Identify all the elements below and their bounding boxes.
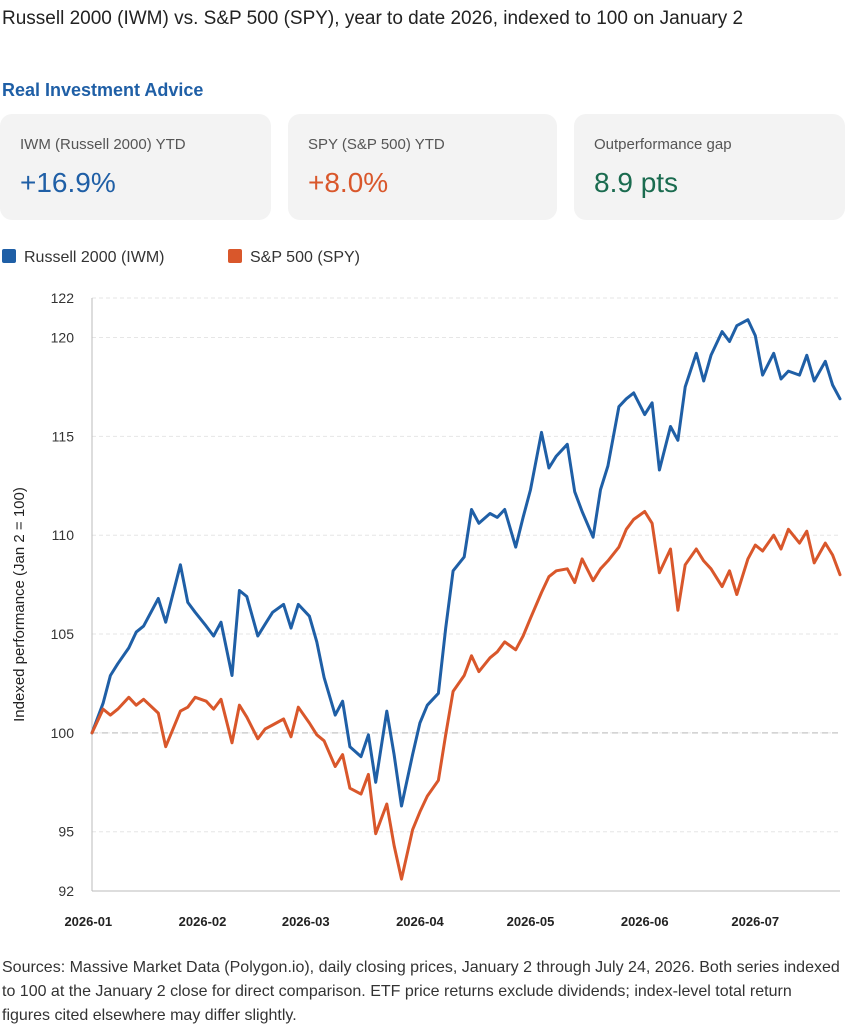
- legend-item-spy[interactable]: S&P 500 (SPY): [228, 249, 360, 267]
- y-axis-label: Indexed performance (Jan 2 = 100): [11, 487, 28, 722]
- footer-note: Sources: Massive Market Data (Polygon.io…: [2, 959, 840, 1024]
- legend-swatch-iwm: [2, 249, 16, 263]
- gap-value: 8.9 pts: [594, 167, 679, 198]
- y-tick-105: 105: [51, 626, 75, 642]
- y-tick-92: 92: [58, 883, 74, 899]
- iwm-ytd-value: +16.9%: [20, 167, 116, 198]
- y-tick-120: 120: [51, 330, 75, 346]
- x-tick-2026-01: 2026-01: [64, 914, 112, 929]
- x-tick-2026-07: 2026-07: [731, 914, 779, 929]
- line-chart: 92 95 100 105 110 115 120 122 2026-01 2026-02 2026…: [11, 290, 842, 929]
- x-tick-2026-02: 2026-02: [179, 914, 227, 929]
- y-tick-115: 115: [52, 428, 75, 444]
- y-tick-122: 122: [51, 290, 75, 306]
- legend-swatch-spy: [228, 249, 242, 263]
- y-tick-95: 95: [58, 824, 74, 840]
- legend-item-iwm[interactable]: Russell 2000 (IWM): [2, 249, 164, 267]
- legend-label-spy: S&P 500 (SPY): [250, 249, 360, 266]
- x-tick-2026-04: 2026-04: [396, 914, 444, 929]
- gap-card: Outperformance gap 8.9 pts: [574, 114, 845, 220]
- x-tick-2026-03: 2026-03: [282, 914, 330, 929]
- x-tick-2026-06: 2026-06: [621, 914, 669, 929]
- spy-ytd-value: +8.0%: [308, 167, 389, 198]
- x-tick-2026-05: 2026-05: [507, 914, 555, 929]
- series-line-iwm: [90, 318, 842, 808]
- iwm-ytd-label: IWM (Russell 2000) YTD: [20, 136, 186, 153]
- gap-label: Outperformance gap: [594, 136, 732, 153]
- iwm-ytd-card: IWM (Russell 2000) YTD +16.9%: [0, 114, 271, 220]
- spy-ytd-label: SPY (S&P 500) YTD: [308, 136, 445, 153]
- series-line-spy: [90, 510, 842, 881]
- chart-title: Russell 2000 (IWM) vs. S&P 500 (SPY), ye…: [2, 8, 744, 29]
- source-label: Real Investment Advice: [2, 80, 204, 100]
- legend-label-iwm: Russell 2000 (IWM): [24, 249, 165, 266]
- y-tick-100: 100: [51, 725, 75, 741]
- spy-ytd-card: SPY (S&P 500) YTD +8.0%: [288, 114, 557, 220]
- y-tick-110: 110: [52, 527, 75, 543]
